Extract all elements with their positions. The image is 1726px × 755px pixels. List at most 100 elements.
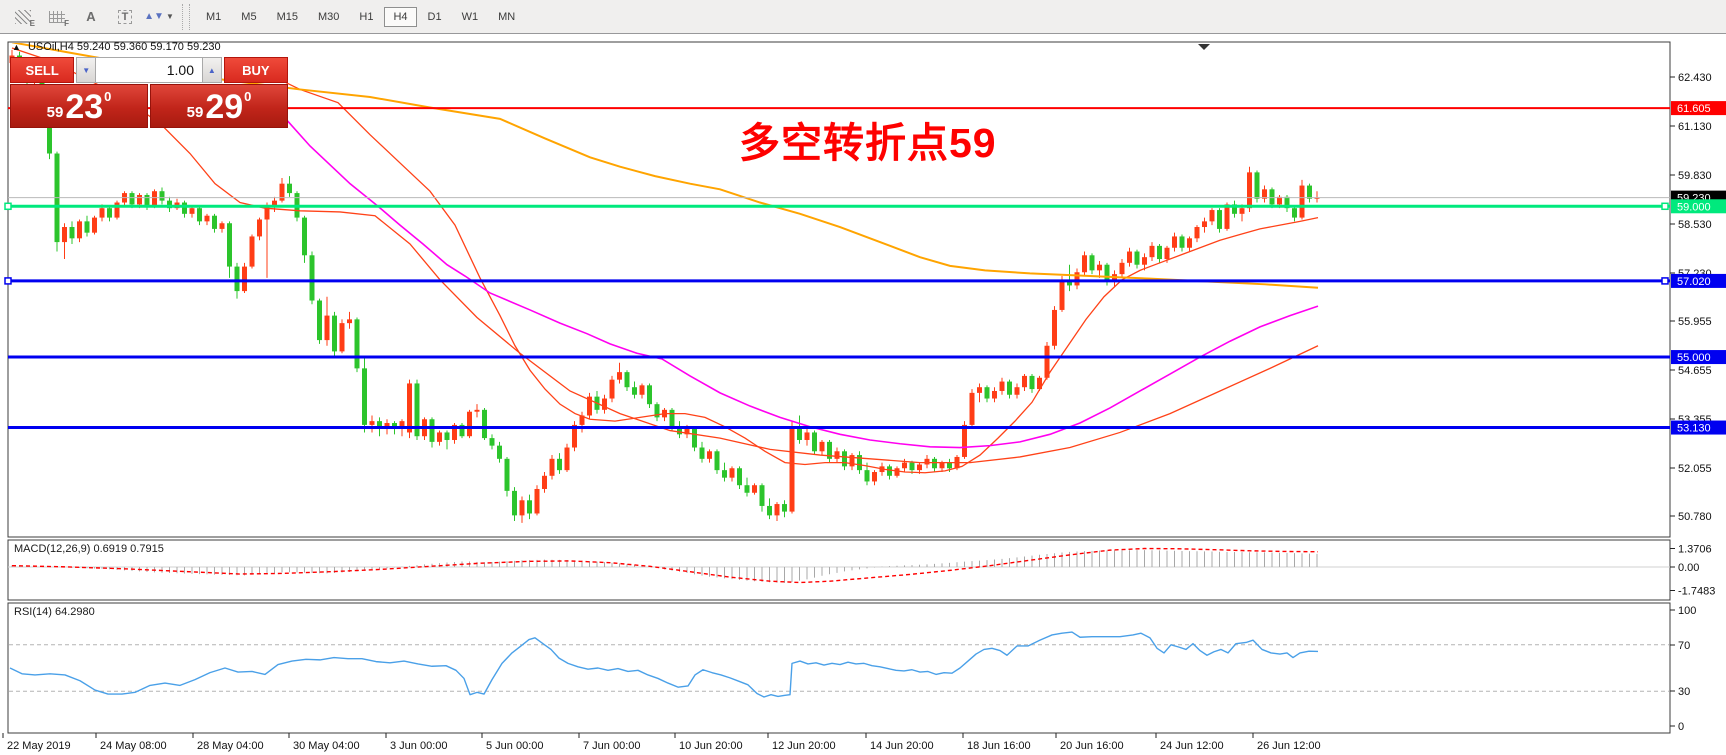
time-axis-label: 3 Jun 00:00 — [390, 740, 448, 752]
tab-timeframe-mn[interactable]: MN — [498, 10, 516, 23]
rsi-axis-label: 100 — [1678, 605, 1696, 617]
tab-timeframe-m1[interactable]: M1 — [206, 10, 222, 23]
tab-timeframe-h1[interactable]: H1 — [359, 10, 374, 23]
line-handle[interactable] — [4, 202, 12, 211]
rsi-axis-label: 70 — [1678, 640, 1690, 652]
volume-decrease-button[interactable]: ▼ — [76, 57, 96, 83]
ma-red-fast-line — [264, 71, 1319, 474]
sort-arrows-icon: ▲▼ — [144, 11, 164, 22]
sell-price-box[interactable]: 59 23 0 — [10, 84, 148, 128]
price-badge-label: 59.000 — [1677, 201, 1711, 213]
macd-axis-label: 1.3706 — [1678, 543, 1712, 555]
letter-a-icon: A — [86, 9, 96, 24]
price-badge-label: 55.000 — [1677, 352, 1711, 364]
price-axis-label: 55.955 — [1678, 316, 1712, 328]
price-axis-label: 58.530 — [1678, 219, 1712, 231]
rsi-axis-label: 30 — [1678, 686, 1690, 698]
timeframe-group: M1 M5 M15 M30 H1 H4 D1 W1 MN — [196, 6, 525, 27]
time-axis-label: 28 May 04:00 — [197, 740, 264, 752]
sell-price-prefix: 59 — [46, 104, 64, 121]
ma-gold-line — [11, 43, 1319, 289]
price-axis-label: 50.780 — [1678, 511, 1712, 523]
text-label-icon[interactable]: A — [76, 5, 106, 29]
price-badge — [1671, 199, 1726, 214]
indicators-icon-letter: E — [29, 18, 35, 28]
text-box-icon[interactable]: T — [110, 5, 140, 29]
top-toolbar: E F A T ▲▼ ▼ M1 M5 M15 M30 H1 H4 D1 W1 MN — [0, 0, 1726, 34]
boxed-t-icon: T — [117, 9, 133, 24]
price-axis-label: 59.830 — [1678, 170, 1712, 182]
time-axis-label: 5 Jun 00:00 — [486, 740, 544, 752]
sell-button[interactable]: SELL — [10, 57, 75, 83]
indicators-icon[interactable]: E — [8, 5, 38, 29]
line-handle[interactable] — [1661, 202, 1669, 211]
macd-axis-label: -1.7483 — [1678, 586, 1715, 598]
time-axis-label: 7 Jun 00:00 — [583, 740, 641, 752]
price-axis-label: 54.655 — [1678, 365, 1712, 377]
tab-timeframe-m15[interactable]: M15 — [276, 10, 298, 23]
time-axis-label: 18 Jun 16:00 — [967, 740, 1031, 752]
rsi-axis-label: 0 — [1678, 721, 1684, 733]
buy-price-sup: 0 — [244, 89, 252, 104]
macd-label: MACD(12,26,9) 0.6919 0.7915 — [14, 543, 164, 555]
tab-timeframe-w1[interactable]: W1 — [461, 10, 479, 23]
time-axis-label: 14 Jun 20:00 — [870, 740, 934, 752]
buy-price-big: 29 — [205, 88, 244, 126]
line-handle[interactable] — [1661, 277, 1669, 285]
buy-button[interactable]: BUY — [223, 57, 288, 83]
price-badge — [1671, 101, 1726, 116]
time-axis-label: 20 Jun 16:00 — [1060, 740, 1124, 752]
symbol-ohlc-text: USOil,H4 59.240 59.360 59.170 59.230 — [27, 41, 221, 53]
tab-timeframe-d1[interactable]: D1 — [427, 10, 442, 23]
line-handle[interactable] — [4, 277, 12, 285]
macd-axis-label: 0.00 — [1678, 562, 1699, 574]
price-badge-label: 53.130 — [1677, 423, 1711, 435]
macd-signal-line — [11, 547, 1319, 584]
volume-increase-button[interactable]: ▲ — [202, 57, 222, 83]
drawing-tools-group: E F A T ▲▼ ▼ — [0, 5, 176, 29]
buy-price-box[interactable]: 59 29 0 — [150, 84, 288, 128]
sell-price-big: 23 — [65, 88, 104, 126]
hatch-icon — [15, 9, 31, 24]
volume-input[interactable] — [96, 57, 202, 83]
one-click-trading-panel: SELL ▼ ▲ BUY 59 23 0 59 29 0 — [10, 57, 288, 128]
macd-histogram — [11, 550, 1318, 583]
price-badge — [1671, 420, 1726, 435]
sell-price-sup: 0 — [104, 89, 112, 104]
rsi-label: RSI(14) 64.2980 — [14, 606, 95, 618]
chart-annotation-text[interactable]: 多空转折点59 — [739, 120, 997, 166]
ma-magenta-line — [282, 115, 1319, 449]
chart-symbol-header: ▲ USOil,H4 59.240 59.360 59.170 59.230 — [12, 41, 221, 53]
price-axis-label: 62.430 — [1678, 72, 1712, 84]
moving-averages — [11, 43, 1319, 474]
toolbar-separator — [182, 3, 190, 30]
price-axis-label: 52.055 — [1678, 463, 1712, 475]
buy-price-prefix: 59 — [186, 104, 204, 121]
price-badge — [1671, 273, 1726, 288]
time-axis-label: 30 May 04:00 — [293, 740, 360, 752]
chart-panel — [7, 602, 1671, 734]
time-axis-label: 26 Jun 12:00 — [1257, 740, 1321, 752]
tab-timeframe-m30[interactable]: M30 — [317, 10, 340, 23]
time-axis-label: 24 Jun 12:00 — [1160, 740, 1224, 752]
grid-icon — [49, 10, 65, 23]
arrows-tool-icon[interactable]: ▲▼ ▼ — [144, 5, 174, 29]
tab-timeframe-m5[interactable]: M5 — [241, 10, 257, 23]
price-badge — [1671, 350, 1726, 365]
candlestick-series — [9, 49, 1320, 523]
rsi-line — [9, 631, 1319, 698]
price-badge-label: 57.020 — [1677, 276, 1711, 288]
chart-panel — [7, 539, 1671, 601]
tab-timeframe-h4[interactable]: H4 — [384, 6, 417, 27]
time-axis-label: 22 May 2019 — [7, 740, 71, 752]
time-axis-label: 24 May 08:00 — [100, 740, 167, 752]
time-axis-label: 12 Jun 20:00 — [772, 740, 836, 752]
collapse-triangle-icon[interactable]: ▲ — [12, 42, 21, 52]
price-badge-label: 61.605 — [1677, 103, 1711, 115]
chart-shift-marker-icon[interactable] — [1198, 44, 1210, 50]
dropdown-caret-icon: ▼ — [165, 12, 174, 21]
price-axis-label: 61.130 — [1678, 121, 1712, 133]
fibonacci-grid-icon[interactable]: F — [42, 5, 72, 29]
